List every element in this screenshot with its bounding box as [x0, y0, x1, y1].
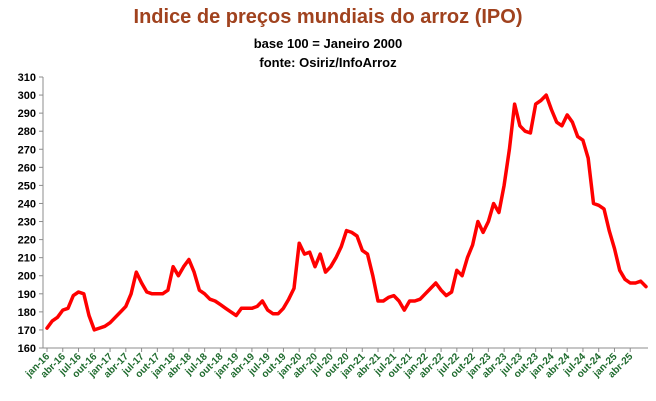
y-tick-label: 300	[18, 90, 36, 102]
series-line	[45, 93, 648, 332]
chart-title: Indice de preços mundiais do arroz (IPO)	[133, 6, 523, 28]
chart-source: fonte: Osiriz/InfoArroz	[259, 55, 397, 70]
y-tick-label: 270	[18, 144, 36, 156]
y-tick-label: 250	[18, 180, 36, 192]
y-tick-label: 260	[18, 162, 36, 174]
y-tick-label: 290	[18, 108, 36, 120]
y-tick-label: 280	[18, 126, 36, 138]
y-tick-label: 160	[18, 343, 36, 355]
y-tick-label: 170	[18, 325, 36, 337]
y-tick-label: 180	[18, 307, 36, 319]
y-tick-label: 220	[18, 235, 36, 247]
y-tick-label: 240	[18, 198, 36, 210]
y-tick-label: 230	[18, 217, 36, 229]
y-tick-label: 190	[18, 289, 36, 301]
y-tick-label: 210	[18, 253, 36, 265]
y-tick-label: 310	[18, 72, 36, 84]
chart-subtitle: base 100 = Janeiro 2000	[253, 36, 403, 51]
y-tick-label: 200	[18, 271, 36, 283]
